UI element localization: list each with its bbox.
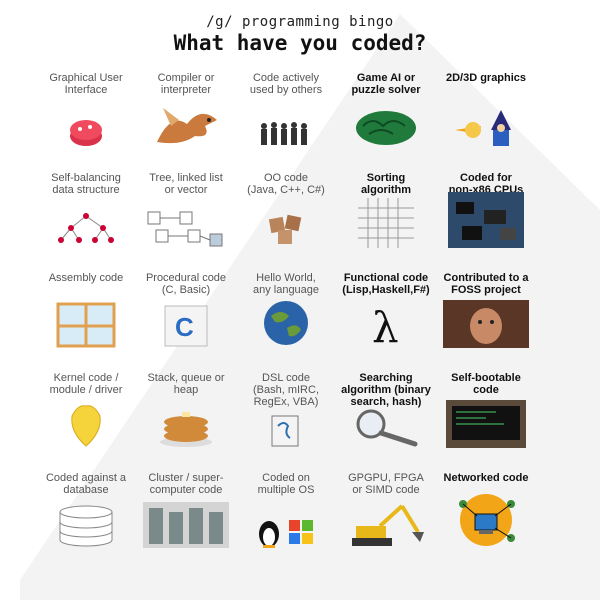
cell-label: Functional code (Lisp,Haskell,F#) [342, 272, 430, 296]
header: /g/ programming bingo What have you code… [0, 14, 600, 55]
tree-structure-icon [51, 212, 121, 248]
cell-database[interactable]: Coded against a database [36, 472, 136, 572]
sorting-grid-icon [358, 198, 414, 248]
cell-used-by-others[interactable]: Code actively used by others [236, 72, 336, 172]
cpu-collage-icon [448, 192, 524, 248]
window-icon [56, 302, 116, 348]
cell-label: OO code (Java, C++, C#) [247, 172, 325, 196]
cell-label: Tree, linked list or vector [149, 172, 223, 196]
cell-label: Self-balancing data structure [51, 172, 121, 196]
cell-label: Hello World, any language [252, 272, 320, 296]
pancakes-icon [158, 404, 214, 448]
cell-label: Coded against a database [45, 472, 127, 496]
cell-label: Coded on multiple OS [257, 472, 315, 496]
page-subtitle: /g/ programming bingo [206, 14, 394, 30]
gui-icon [66, 114, 106, 148]
brain-icon [353, 108, 419, 148]
script-doc-icon [266, 412, 306, 448]
cell-label: Kernel code / module / driver [49, 372, 123, 396]
cell-procedural[interactable]: Procedural code (C, Basic) C [136, 272, 236, 372]
page-title: What have you coded? [173, 31, 427, 55]
cell-networked[interactable]: Networked code [436, 472, 536, 572]
cell-label: Contributed to a FOSS project [443, 272, 529, 296]
cell-graphics[interactable]: 2D/3D graphics [436, 72, 536, 172]
svg-text:λ: λ [372, 303, 399, 348]
photo-icon [443, 300, 529, 348]
cell-oo-code[interactable]: OO code (Java, C++, C#) [236, 172, 336, 272]
cell-searching[interactable]: Searching algorithm (binary search, hash… [336, 372, 436, 472]
cell-label: Sorting algorithm [360, 172, 412, 196]
cell-stack-queue[interactable]: Stack, queue or heap [136, 372, 236, 472]
cell-non-x86[interactable]: Coded for non-x86 CPUs [436, 172, 536, 272]
terminal-icon [446, 400, 526, 448]
cell-sorting[interactable]: Sorting algorithm [336, 172, 436, 272]
cell-hello-world[interactable]: Hello World, any language [236, 272, 336, 372]
cell-label: Networked code [443, 472, 529, 484]
cell-label: Code actively used by others [249, 72, 323, 96]
cell-label: Self-bootable code [451, 372, 521, 396]
cell-foss[interactable]: Contributed to a FOSS project [436, 272, 536, 372]
cell-linked-list[interactable]: Tree, linked list or vector [136, 172, 236, 272]
cell-self-bootable[interactable]: Self-bootable code [436, 372, 536, 472]
cell-label: Graphical User Interface [49, 72, 123, 96]
cell-label: 2D/3D graphics [445, 72, 527, 84]
globe-icon [261, 298, 311, 348]
cell-label: Procedural code (C, Basic) [145, 272, 227, 296]
network-icon [451, 490, 521, 548]
cell-label: GPGPU, FPGA or SIMD code [348, 472, 424, 496]
bingo-grid: Graphical User Interface Compiler or int… [36, 72, 576, 572]
c-book-icon: C [161, 304, 211, 348]
dragon-icon [151, 102, 221, 148]
cell-functional[interactable]: Functional code (Lisp,Haskell,F#) λ [336, 272, 436, 372]
magnifier-icon [351, 408, 421, 448]
cell-label: Compiler or interpreter [157, 72, 215, 96]
cell-assembly[interactable]: Assembly code [36, 272, 136, 372]
crowd-icon [258, 118, 314, 148]
wizard-icon [451, 106, 521, 148]
cell-dsl[interactable]: DSL code (Bash, mIRC, RegEx, VBA) [236, 372, 336, 472]
cell-gui[interactable]: Graphical User Interface [36, 72, 136, 172]
cell-cluster[interactable]: Cluster / super- computer code [136, 472, 236, 572]
server-room-icon [143, 502, 229, 548]
os-logos-icon [253, 512, 319, 548]
cell-label: DSL code (Bash, mIRC, RegEx, VBA) [252, 372, 319, 408]
database-icon [56, 502, 116, 548]
cell-label: Cluster / super- computer code [148, 472, 224, 496]
cell-multiple-os[interactable]: Coded on multiple OS [236, 472, 336, 572]
cell-self-balancing[interactable]: Self-balancing data structure [36, 172, 136, 272]
corn-kernel-icon [66, 402, 106, 448]
svg-text:C: C [175, 312, 194, 342]
cell-label: Searching algorithm (binary search, hash… [341, 372, 431, 408]
cell-kernel[interactable]: Kernel code / module / driver [36, 372, 136, 472]
cell-gpgpu[interactable]: GPGPU, FPGA or SIMD code [336, 472, 436, 572]
excavator-icon [346, 498, 426, 548]
cell-label: Stack, queue or heap [147, 372, 225, 396]
lambda-icon: λ [366, 302, 406, 348]
cell-compiler[interactable]: Compiler or interpreter [136, 72, 236, 172]
cell-game-ai[interactable]: Game AI or puzzle solver [336, 72, 436, 172]
linked-list-icon [146, 208, 226, 248]
cell-label: Game AI or puzzle solver [351, 72, 421, 96]
objects-icon [266, 212, 306, 248]
cell-label: Coded for non-x86 CPUs [448, 172, 524, 196]
cell-label: Assembly code [48, 272, 124, 284]
